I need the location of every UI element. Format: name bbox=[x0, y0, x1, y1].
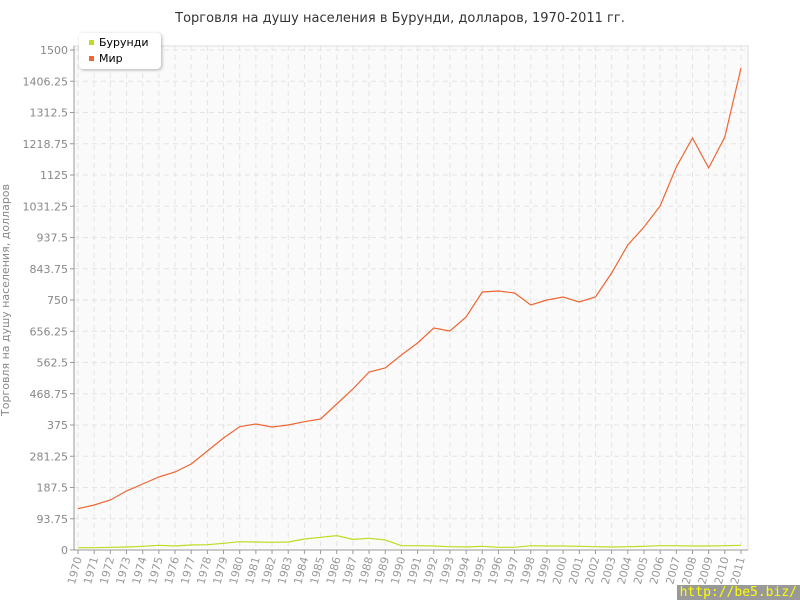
y-tick-label: 562.5 bbox=[37, 357, 69, 370]
y-tick-label: 1218.75 bbox=[23, 138, 69, 151]
y-tick-label: 1312.5 bbox=[30, 107, 69, 120]
series-line-burundi bbox=[78, 535, 742, 549]
y-axis-label: Торговля на душу населения, долларов bbox=[0, 184, 12, 417]
y-tick-label: 750 bbox=[47, 294, 68, 307]
y-tick-label: 93.75 bbox=[37, 513, 69, 526]
y-tick-label: 0 bbox=[61, 544, 68, 557]
legend-item-burundi[interactable]: Бурунди bbox=[89, 36, 149, 49]
legend-label: Бурунди bbox=[99, 36, 149, 49]
legend: Бурунди Мир bbox=[79, 33, 161, 69]
y-tick-label: 843.75 bbox=[30, 263, 69, 276]
legend-label: Мир bbox=[99, 52, 123, 65]
y-tick-label: 1125 bbox=[40, 169, 68, 182]
legend-item-world[interactable]: Мир bbox=[89, 52, 123, 65]
series-line-world bbox=[77, 67, 742, 510]
y-tick-label: 937.5 bbox=[37, 232, 69, 245]
y-tick-label: 1031.25 bbox=[23, 200, 69, 213]
y-tick-label: 187.5 bbox=[37, 482, 69, 495]
y-tick-label: 1406.25 bbox=[23, 75, 69, 88]
y-tick-label: 1500 bbox=[40, 44, 68, 57]
y-tick-label: 281.25 bbox=[30, 450, 69, 463]
legend-swatch bbox=[89, 40, 94, 45]
watermark[interactable]: http://be5.biz/ bbox=[676, 585, 800, 600]
chart-title: Торговля на душу населения в Бурунди, до… bbox=[174, 11, 625, 26]
y-tick-label: 656.25 bbox=[30, 325, 69, 338]
y-tick-label: 375 bbox=[47, 419, 68, 432]
legend-swatch bbox=[89, 56, 94, 61]
y-tick-label: 468.75 bbox=[30, 388, 69, 401]
